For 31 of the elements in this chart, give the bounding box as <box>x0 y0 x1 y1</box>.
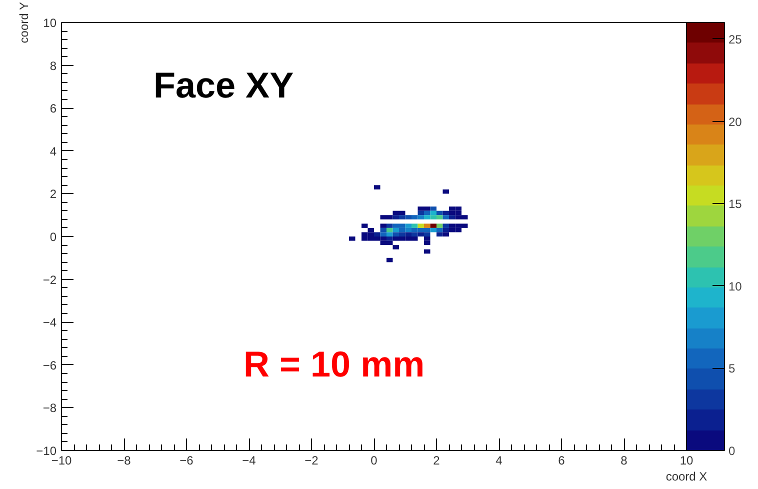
color-bar-label: 25 <box>728 32 742 46</box>
y-tick-label: −2 <box>42 272 57 287</box>
y-tick-label: −10 <box>36 444 57 458</box>
color-bar-label: 10 <box>728 279 742 294</box>
y-tick-label: 10 <box>43 16 57 30</box>
x-tick-label: −6 <box>180 454 194 468</box>
x-tick-label: 10 <box>680 454 694 468</box>
y-tick-label: 2 <box>50 187 57 202</box>
x-tick-label: 8 <box>620 454 628 468</box>
x-tick-label: 4 <box>496 454 503 468</box>
x-tick-label: 6 <box>558 454 566 468</box>
x-tick-label: 0 <box>370 454 378 468</box>
y-tick-label: 6 <box>50 102 57 116</box>
x-tick-label: −8 <box>117 454 132 468</box>
color-bar-label: 20 <box>728 114 742 129</box>
x-axis-title: coord X <box>666 470 708 484</box>
annotation: R = 10 mm <box>244 344 425 384</box>
y-tick-label: 0 <box>50 230 57 244</box>
color-bar-label: 5 <box>728 362 736 376</box>
y-tick-label: −4 <box>42 316 57 330</box>
color-bar-label: 0 <box>728 444 736 458</box>
annotation: Face XY <box>154 64 294 106</box>
x-tick-label: −2 <box>304 454 319 468</box>
y-tick-label: 8 <box>50 58 57 73</box>
y-axis-title: coord Y <box>17 2 32 44</box>
y-tick-label: 4 <box>50 144 57 158</box>
color-bar-label: 15 <box>728 197 742 212</box>
x-tick-label: −4 <box>242 454 256 468</box>
y-tick-label: −6 <box>42 358 57 372</box>
y-tick-label: −8 <box>42 401 57 416</box>
x-tick-label: 2 <box>433 454 440 468</box>
